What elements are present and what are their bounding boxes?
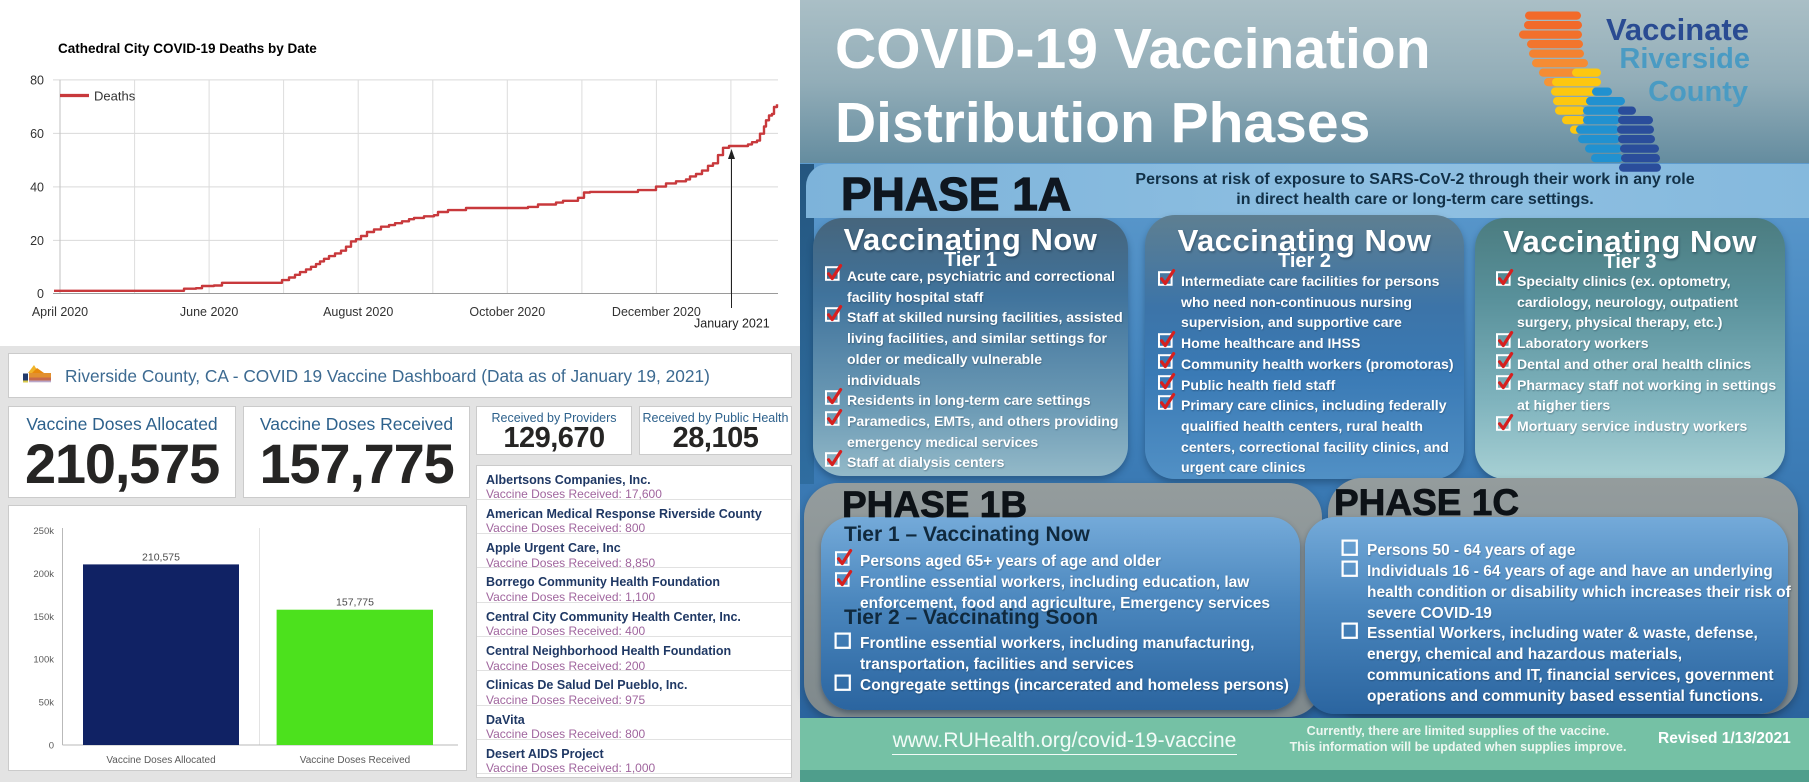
svg-text:0: 0 [49, 741, 54, 752]
svg-text:60: 60 [30, 127, 44, 141]
svg-text:80: 80 [30, 73, 44, 87]
svg-text:January 2021: January 2021 [694, 317, 770, 331]
svg-text:50k: 50k [39, 698, 55, 709]
svg-text:150k: 150k [33, 612, 54, 623]
svg-text:210,575: 210,575 [142, 551, 180, 563]
svg-text:157,775: 157,775 [336, 597, 374, 609]
svg-text:April 2020: April 2020 [32, 305, 88, 319]
svg-text:June 2020: June 2020 [180, 305, 238, 319]
svg-text:Vaccine Doses Allocated: Vaccine Doses Allocated [106, 755, 215, 766]
svg-text:October 2020: October 2020 [469, 305, 545, 319]
svg-text:Deaths: Deaths [94, 89, 136, 104]
svg-text:20: 20 [30, 234, 44, 248]
svg-text:August 2020: August 2020 [323, 305, 393, 319]
svg-text:40: 40 [30, 180, 44, 194]
svg-text:December 2020: December 2020 [612, 305, 701, 319]
svg-text:0: 0 [37, 287, 44, 301]
svg-text:200k: 200k [33, 569, 54, 580]
svg-text:250k: 250k [33, 526, 54, 537]
svg-text:Vaccine Doses Received: Vaccine Doses Received [300, 755, 410, 766]
svg-text:100k: 100k [33, 655, 54, 666]
